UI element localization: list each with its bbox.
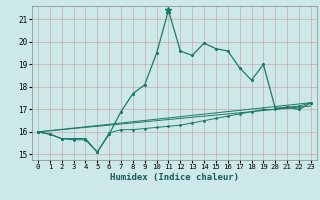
X-axis label: Humidex (Indice chaleur): Humidex (Indice chaleur) bbox=[110, 173, 239, 182]
